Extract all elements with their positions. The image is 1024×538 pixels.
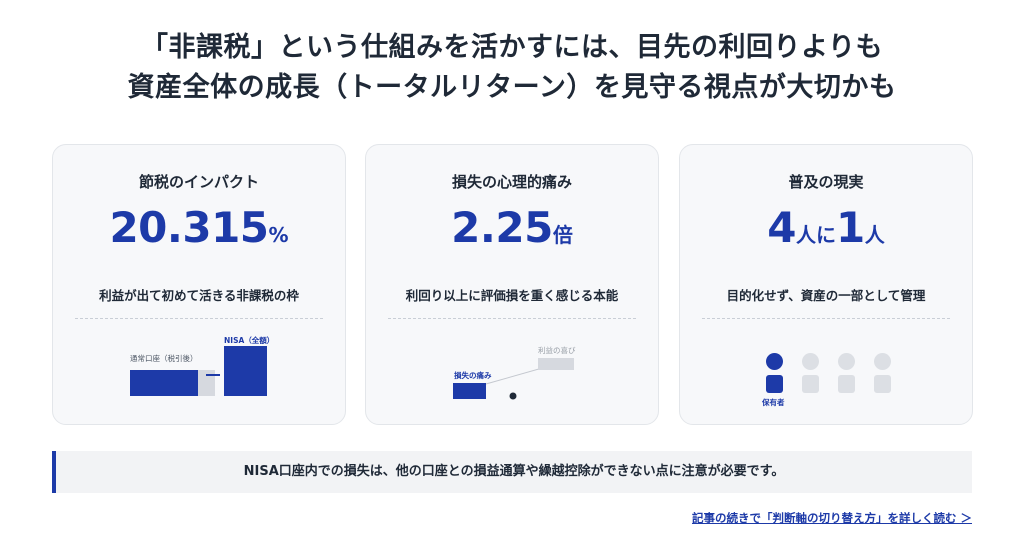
- person-body: [874, 375, 891, 393]
- card-description: 利益が出て初めて活きる非課税の枠: [99, 288, 299, 303]
- bar-gain-joy: [538, 358, 574, 370]
- label-holder: 保有者: [762, 398, 785, 407]
- seesaw-pivot: [509, 392, 517, 400]
- label-gain: 利益の喜び: [538, 346, 576, 355]
- seesaw-graphic: [453, 358, 575, 400]
- stat-value: 2.25倍: [366, 203, 658, 252]
- card-title: 損失の心理的痛み: [451, 173, 572, 191]
- divider: [75, 318, 323, 319]
- person-body: [838, 375, 855, 393]
- divider: [388, 318, 636, 319]
- card-adoption: 普及の現実 4人に1人 目的化せず、資産の一部として管理 保有者: [679, 144, 973, 425]
- headline: 「非課税」という仕組みを活かすには、目先の利回りよりも 資産全体の成長（トータル…: [0, 28, 1024, 108]
- card-tax-impact: 節税のインパクト 20.315% 利益が出て初めて活きる非課税の枠 通常口座（税…: [52, 144, 346, 425]
- card-title: 普及の現実: [788, 173, 864, 191]
- label-pain: 損失の痛み: [454, 371, 492, 380]
- label-normal-account: 通常口座（税引後）: [130, 354, 198, 363]
- person-icon-highlighted: [766, 353, 783, 370]
- bar-loss-pain: [453, 383, 486, 399]
- person-icon: [802, 353, 819, 370]
- notice-text: NISA口座内での損失は、他の口座との損益通算や繰越控除ができない点に注意が必要…: [243, 464, 785, 479]
- person-icon: [874, 353, 891, 370]
- stat-unit: %: [268, 223, 289, 247]
- stat-unit: 倍: [552, 223, 573, 247]
- person-body: [802, 375, 819, 393]
- headline-line-1: 「非課税」という仕組みを活かすには、目先の利回りよりも: [141, 32, 883, 63]
- stat-unit-a: 人に: [796, 223, 836, 247]
- stat-number: 20.315: [109, 203, 269, 252]
- stat-unit-b: 人: [864, 223, 885, 247]
- stat-value: 20.315%: [53, 203, 345, 252]
- person-icon: [838, 353, 855, 370]
- stat-number: 2.25: [451, 203, 553, 252]
- stat-number-b: 1: [836, 203, 865, 252]
- card-description: 目的化せず、資産の一部として管理: [726, 288, 926, 303]
- headline-line-2: 資産全体の成長（トータルリターン）を見守る視点が大切かも: [127, 72, 897, 103]
- card-loss-aversion: 損失の心理的痛み 2.25倍 利回り以上に評価損を重く感じる本能 利益の喜び 損…: [365, 144, 659, 425]
- stat-value: 4人に1人: [680, 203, 972, 252]
- divider: [702, 318, 950, 319]
- notice-callout: NISA口座内での損失は、他の口座との損益通算や繰越控除ができない点に注意が必要…: [52, 451, 972, 493]
- read-more-link[interactable]: 記事の続きで「判断軸の切り替え方」を詳しく読む ＞: [691, 511, 972, 525]
- bar-normal-after-tax: [130, 370, 198, 396]
- label-nisa: NISA（全額）: [224, 336, 275, 345]
- connector-line: [206, 374, 220, 376]
- person-body: [766, 375, 783, 393]
- card-description: 利回り以上に評価損を重く感じる本能: [405, 288, 619, 303]
- card-title: 節税のインパクト: [138, 173, 259, 191]
- bar-nisa-full: [224, 346, 267, 396]
- bar-tax-portion: [198, 370, 215, 396]
- stat-number-a: 4: [767, 203, 796, 252]
